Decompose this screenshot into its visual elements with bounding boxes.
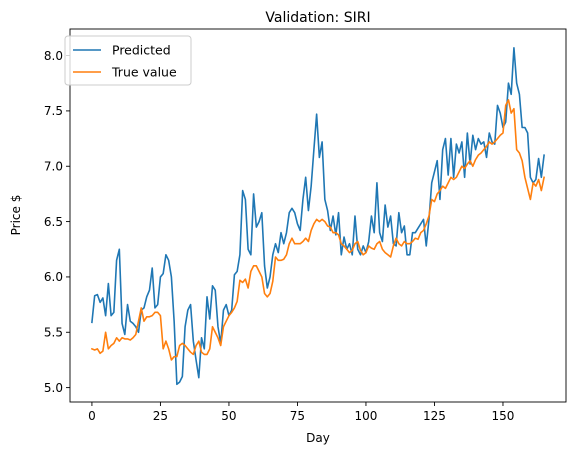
y-tick-label: 5.5 — [44, 326, 63, 340]
legend-label-predicted: Predicted — [112, 43, 171, 58]
x-tick-label: 0 — [88, 409, 96, 423]
y-tick-label: 6.5 — [44, 215, 63, 229]
x-tick-label: 25 — [153, 409, 168, 423]
x-tick-label: 125 — [423, 409, 446, 423]
x-tick-label: 50 — [221, 409, 236, 423]
x-axis: 0 25 50 75 100 125 150 — [88, 402, 514, 423]
y-tick-label: 7.0 — [44, 160, 63, 174]
legend: Predicted True value — [65, 36, 191, 85]
x-tick-label: 75 — [290, 409, 305, 423]
y-tick-label: 7.5 — [44, 104, 63, 118]
legend-label-true-value: True value — [111, 65, 177, 80]
y-tick-label: 5.0 — [44, 381, 63, 395]
y-axis-label: Price $ — [9, 195, 23, 236]
y-tick-label: 8.0 — [44, 49, 63, 63]
y-tick-label: 6.0 — [44, 270, 63, 284]
chart-title: Validation: SIRI — [265, 10, 370, 26]
x-axis-label: Day — [306, 431, 330, 445]
x-tick-label: 100 — [355, 409, 378, 423]
series-line-predicted — [92, 48, 544, 384]
y-axis: 5.0 5.5 6.0 6.5 7.0 7.5 8.0 — [44, 49, 70, 395]
series-layer — [92, 48, 544, 384]
x-tick-label: 150 — [492, 409, 515, 423]
